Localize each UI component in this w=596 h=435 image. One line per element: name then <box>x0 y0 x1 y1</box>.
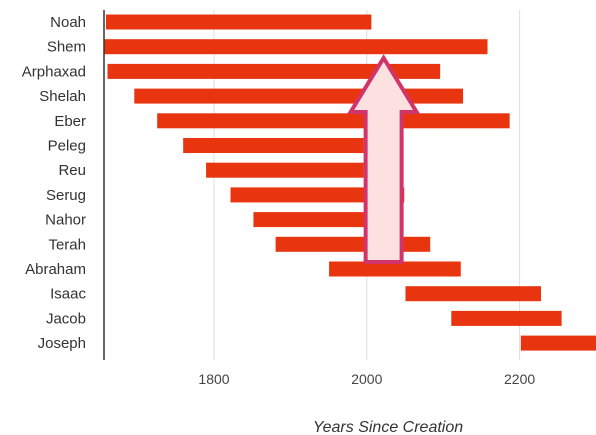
category-label: Noah <box>50 14 86 31</box>
tick-labels: 1800 2000 2200 <box>198 371 535 387</box>
bar-shem <box>104 39 488 55</box>
bars <box>104 14 596 351</box>
category-label: Joseph <box>38 335 86 352</box>
bar-abraham <box>329 261 461 277</box>
category-labels: Noah Shem Arphaxad Shelah Eber Peleg Reu Serug N… <box>22 14 87 352</box>
up-arrow-annotation <box>347 54 421 264</box>
x-tick-label: 2000 <box>351 371 382 387</box>
bar-serug <box>230 187 405 203</box>
category-label: Arphaxad <box>22 63 86 80</box>
category-label: Jacob <box>46 310 86 327</box>
category-label: Abraham <box>25 261 86 278</box>
bar-shelah <box>134 88 464 104</box>
category-label: Eber <box>54 113 86 130</box>
bar-noah <box>106 14 372 30</box>
bar-jacob <box>451 310 562 326</box>
category-label: Terah <box>48 236 86 253</box>
bar-joseph <box>520 335 596 351</box>
bar-arphaxad <box>107 63 441 79</box>
category-label: Isaac <box>50 286 86 303</box>
category-label: Peleg <box>48 138 86 155</box>
bar-reu <box>206 162 364 178</box>
category-label: Serug <box>46 187 86 204</box>
category-label: Shem <box>47 39 86 56</box>
x-tick-label: 2200 <box>504 371 535 387</box>
bar-nahor <box>253 212 365 228</box>
x-tick-label: 1800 <box>198 371 229 387</box>
bar-peleg <box>183 138 364 153</box>
up-arrow-icon <box>347 54 421 264</box>
x-axis-title: Years Since Creation <box>313 419 463 435</box>
bar-eber <box>157 113 510 129</box>
category-label: Reu <box>58 162 86 179</box>
bar-isaac <box>405 286 541 302</box>
category-label: Nahor <box>45 212 86 229</box>
bar-terah <box>275 236 431 252</box>
category-label: Shelah <box>39 88 86 105</box>
